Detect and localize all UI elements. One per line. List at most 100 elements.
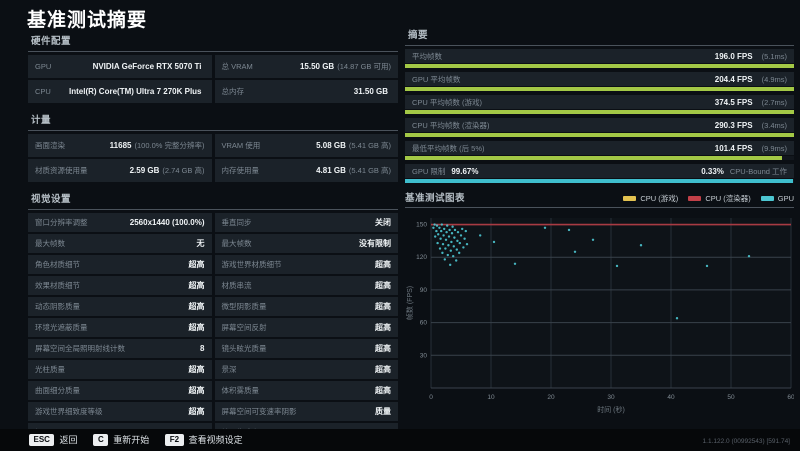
- gpu-limit-bar-fill: [405, 179, 793, 183]
- visual-settings-grid: 窗口分辨率调整 2560x1440 (100.0%) 最大帧数 无 角色材质细节…: [28, 213, 398, 444]
- keycap-icon: ESC: [29, 433, 55, 446]
- setting-row: 效果材质细节 超高: [28, 276, 212, 295]
- gpu-scatter-point: [464, 229, 467, 233]
- cell-value: 15.50 GB (14.87 GB 可用): [300, 61, 391, 72]
- stat-label: CPU 平均帧数 (游戏): [412, 97, 482, 107]
- gpu-scatter-point: [447, 235, 451, 238]
- chart-title: 基准测试图表: [405, 193, 466, 204]
- key-hint-button[interactable]: ESC 返回: [29, 433, 77, 446]
- x-tick-label: 20: [547, 394, 555, 401]
- summary-stat-row: CPU 平均帧数 (游戏) 374.5 FPS (2.7ms): [405, 95, 794, 109]
- gpu-limit-value: 99.67%: [451, 166, 479, 176]
- gpu-scatter-point: [705, 264, 709, 268]
- metrics-cell: 内存使用量 4.81 GB (5.41 GB 高): [214, 159, 398, 182]
- visual-settings-left-column: 窗口分辨率调整 2560x1440 (100.0%) 最大帧数 无 角色材质细节…: [28, 213, 212, 444]
- setting-row: 景深 超高: [214, 360, 398, 379]
- gpu-scatter-point: [438, 247, 442, 250]
- legend-label: GPU: [777, 194, 794, 203]
- setting-value: 超高: [188, 323, 205, 332]
- hardware-cell: CPU Intel(R) Core(TM) Ultra 7 270K Plus: [28, 80, 212, 103]
- gpu-scatter-point: [449, 249, 452, 252]
- stat-bar-fill: [405, 64, 794, 68]
- right-panel: 摘要 平均帧数 196.0 FPS (5.1ms) GPU 平均帧数: [405, 27, 795, 427]
- cell-value-main: NVIDIA GeForce RTX 5070 Ti: [92, 62, 202, 71]
- setting-label: 屏幕空间全局照明射线计数: [35, 344, 125, 353]
- stat-fps: 196.0 FPS: [714, 51, 753, 61]
- setting-value: 超高: [188, 281, 205, 290]
- setting-row: 垂直同步 关闭: [214, 213, 398, 232]
- gpu-scatter-point: [434, 235, 437, 238]
- setting-value: 超高: [188, 365, 205, 374]
- gpu-scatter-point: [456, 230, 460, 234]
- setting-label: 镜头眩光质量: [221, 344, 267, 353]
- gpu-scatter-point: [441, 242, 445, 246]
- summary-stat: CPU 平均帧数 (游戏) 374.5 FPS (2.7ms): [405, 95, 794, 114]
- cell-label: GPU: [35, 62, 52, 71]
- key-hint-button[interactable]: C 重新开始: [93, 433, 149, 446]
- y-tick-label: 120: [416, 254, 427, 261]
- gpu-scatter-point: [567, 228, 571, 232]
- gpu-scatter-point: [459, 234, 463, 237]
- gpu-scatter-point: [458, 251, 461, 255]
- gpu-scatter-point: [452, 254, 455, 258]
- setting-label: 曲面细分质量: [35, 386, 80, 395]
- stat-bar-track: [405, 156, 794, 160]
- stat-label: CPU 平均帧数 (渲染器): [412, 120, 490, 130]
- cpu-bound-value: 0.33%: [701, 166, 724, 176]
- x-tick-label: 30: [607, 394, 615, 401]
- setting-value: 质量: [375, 407, 391, 416]
- setting-label: 景深: [221, 365, 237, 374]
- gpu-scatter-point: [446, 253, 449, 257]
- summary-stats: 平均帧数 196.0 FPS (5.1ms) GPU 平均帧数 204.4 FPS…: [405, 49, 794, 160]
- gpu-scatter-point: [456, 239, 459, 243]
- gpu-scatter-point: [479, 234, 482, 237]
- setting-row: 动态阴影质量 超高: [28, 297, 212, 316]
- key-hint-label: 返回: [59, 435, 78, 445]
- gpu-scatter-point: [615, 264, 619, 268]
- gpu-scatter-point: [448, 228, 451, 232]
- setting-row: 镜头眩光质量 超高: [214, 339, 398, 358]
- stat-ms: (4.9ms): [761, 74, 787, 84]
- setting-label: 最大帧数: [221, 239, 252, 248]
- legend-label: CPU (渲染器): [705, 194, 751, 203]
- setting-label: 动态阴影质量: [35, 302, 80, 311]
- setting-row: 材质串流 超高: [214, 276, 398, 295]
- cell-label: CPU: [35, 87, 51, 96]
- gpu-scatter-point: [461, 227, 464, 231]
- gpu-scatter-point: [433, 223, 436, 226]
- gpu-scatter-point: [639, 244, 643, 247]
- gpu-scatter-point: [447, 244, 450, 247]
- setting-row: 最大帧数 无: [28, 234, 212, 253]
- stat-value: 204.4 FPS (4.9ms): [715, 75, 787, 84]
- setting-value: 超高: [188, 407, 205, 416]
- summary-stat: CPU 平均帧数 (渲染器) 290.3 FPS (3.4ms): [405, 118, 794, 137]
- legend-item: GPU: [760, 194, 794, 203]
- gpu-scatter-point: [451, 225, 454, 228]
- gpu-limit-stat: GPU 限制 99.67% 0.33% CPU-Bound 工作: [405, 164, 794, 183]
- gpu-scatter-point: [450, 240, 453, 244]
- cell-value-main: 5.08 GB: [316, 141, 346, 150]
- stat-ms: (2.7ms): [761, 97, 787, 107]
- gpu-scatter-point: [513, 262, 517, 265]
- gpu-limit-right: 0.33% CPU-Bound 工作: [701, 166, 787, 177]
- gpu-scatter-point: [435, 229, 438, 233]
- gpu-scatter-point: [458, 241, 461, 245]
- x-tick-label: 10: [487, 394, 495, 401]
- cell-label: 材质资源使用量: [35, 166, 88, 175]
- setting-row: 曲面细分质量 超高: [28, 381, 212, 400]
- gpu-scatter-point: [446, 224, 449, 227]
- key-hint-button[interactable]: F2 查看视频设定: [165, 433, 243, 446]
- setting-value: 超高: [188, 302, 205, 311]
- setting-row: 最大帧数 没有限制: [214, 234, 398, 253]
- gpu-scatter-point: [465, 242, 469, 246]
- x-tick-label: 60: [787, 394, 794, 401]
- setting-label: 最大帧数: [35, 239, 65, 248]
- stat-label: 平均帧数: [412, 51, 442, 61]
- setting-row: 屏幕空间可变速率阴影 质量: [214, 402, 398, 421]
- setting-value: 超高: [375, 323, 391, 332]
- setting-label: 角色材质细节: [35, 260, 80, 269]
- y-tick-label: 90: [420, 287, 428, 294]
- cell-value-extra: (5.41 GB 高): [348, 166, 391, 175]
- keycap-icon: F2: [165, 433, 184, 446]
- gpu-scatter-point: [432, 226, 435, 230]
